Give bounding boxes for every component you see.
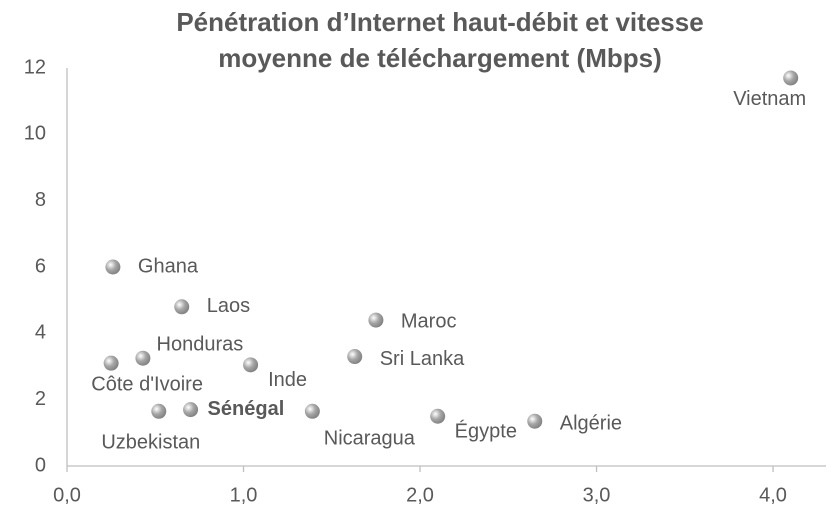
point-label: Sri Lanka: [380, 348, 465, 370]
x-tick-label: 1,0: [230, 484, 258, 506]
point: [347, 349, 363, 365]
point: [783, 70, 799, 86]
point-label: Ghana: [138, 255, 199, 277]
y-tick-label: 0: [35, 454, 46, 476]
point: [103, 355, 119, 371]
y-tick-label: 2: [35, 388, 46, 410]
point: [527, 413, 543, 429]
y-tick-label: 10: [24, 123, 46, 145]
point-label: Algérie: [560, 413, 622, 435]
point: [368, 312, 384, 328]
x-tick-label: 0,0: [53, 484, 81, 506]
point: [430, 408, 446, 424]
y-tick-label: 6: [35, 255, 46, 277]
point-label: Honduras: [157, 333, 244, 355]
chart-title: Pénétration d’Internet haut-débit et vit…: [176, 7, 703, 37]
point-label: Inde: [268, 369, 307, 391]
point-label: Maroc: [401, 310, 457, 332]
y-tick-label: 8: [35, 189, 46, 211]
x-tick-label: 2,0: [406, 484, 434, 506]
point-label: Sénégal: [208, 398, 285, 420]
point-label: Égypte: [455, 420, 517, 443]
x-tick-label: 4,0: [759, 484, 787, 506]
point-label: Vietnam: [733, 88, 806, 110]
point: [174, 299, 190, 315]
point: [135, 350, 151, 366]
point-label: Laos: [207, 295, 250, 317]
chart-title: moyenne de téléchargement (Mbps): [218, 43, 662, 73]
y-tick-label: 4: [35, 322, 46, 344]
point-label: Côte d'Ivoire: [91, 373, 203, 395]
y-tick-label: 12: [24, 56, 46, 78]
point: [151, 403, 167, 419]
x-tick-label: 3,0: [583, 484, 611, 506]
point: [105, 259, 121, 275]
point: [243, 357, 259, 373]
point-label: Uzbekistan: [101, 432, 200, 454]
point: [183, 402, 199, 418]
point: [304, 403, 320, 419]
point-label: Nicaragua: [324, 428, 416, 450]
